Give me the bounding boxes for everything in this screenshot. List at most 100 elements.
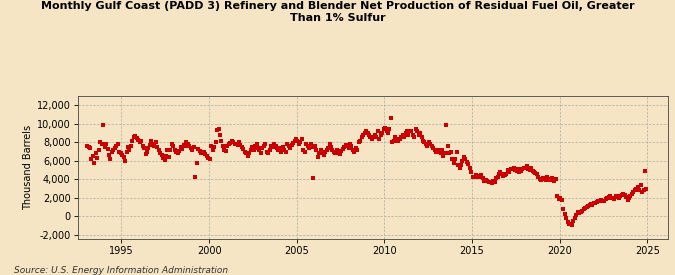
Point xyxy=(612,195,622,199)
Point xyxy=(168,144,179,148)
Point xyxy=(535,177,545,182)
Point xyxy=(320,149,331,154)
Point xyxy=(367,136,377,141)
Point xyxy=(289,138,300,143)
Point xyxy=(388,138,399,143)
Point xyxy=(536,178,547,182)
Point xyxy=(634,188,645,192)
Point xyxy=(89,161,100,165)
Point xyxy=(527,169,538,173)
Point xyxy=(270,144,281,148)
Point xyxy=(489,180,500,184)
Point xyxy=(140,152,151,156)
Point xyxy=(159,158,170,162)
Point xyxy=(390,135,401,139)
Point xyxy=(334,152,345,156)
Point xyxy=(419,140,430,145)
Point xyxy=(577,208,588,213)
Point xyxy=(637,190,647,194)
Point xyxy=(468,175,479,180)
Point xyxy=(158,156,169,160)
Point xyxy=(429,148,440,152)
Point xyxy=(343,146,354,150)
Point xyxy=(635,183,646,187)
Point xyxy=(477,176,488,181)
Point xyxy=(558,207,568,211)
Point xyxy=(146,139,157,144)
Point xyxy=(482,179,493,183)
Point xyxy=(308,176,319,181)
Point xyxy=(547,177,558,182)
Point xyxy=(432,148,443,152)
Point xyxy=(113,142,124,146)
Point xyxy=(400,131,411,135)
Point xyxy=(244,151,254,156)
Point xyxy=(132,136,142,140)
Point xyxy=(273,148,284,152)
Point xyxy=(240,149,250,154)
Point xyxy=(225,141,236,145)
Point xyxy=(619,193,630,197)
Point xyxy=(138,146,149,150)
Point xyxy=(331,148,342,152)
Point xyxy=(403,133,414,137)
Point xyxy=(512,167,523,171)
Point xyxy=(259,144,269,148)
Point xyxy=(379,125,390,130)
Point xyxy=(245,148,256,152)
Point xyxy=(171,149,182,154)
Point xyxy=(231,142,242,146)
Point xyxy=(121,149,132,154)
Point xyxy=(609,196,620,201)
Point xyxy=(497,172,508,176)
Point xyxy=(176,145,186,149)
Point xyxy=(306,145,317,149)
Point xyxy=(232,143,243,147)
Point xyxy=(531,172,542,176)
Point xyxy=(387,140,398,145)
Point xyxy=(137,144,148,148)
Point xyxy=(279,148,290,152)
Point xyxy=(191,161,202,165)
Point xyxy=(596,197,607,202)
Point xyxy=(378,127,389,132)
Point xyxy=(302,144,313,148)
Point xyxy=(394,136,405,141)
Point xyxy=(464,166,475,170)
Point xyxy=(254,148,265,152)
Point xyxy=(529,170,539,174)
Point xyxy=(418,138,429,143)
Point xyxy=(562,219,573,224)
Point xyxy=(99,145,110,149)
Point xyxy=(119,159,130,163)
Point xyxy=(184,144,195,148)
Point xyxy=(330,151,341,156)
Point xyxy=(210,140,221,145)
Point xyxy=(578,207,589,211)
Point xyxy=(82,144,92,148)
Point xyxy=(161,154,171,158)
Point xyxy=(219,148,230,152)
Point xyxy=(616,193,627,197)
Point xyxy=(216,138,227,143)
Point xyxy=(223,142,234,146)
Point xyxy=(618,192,628,196)
Point xyxy=(310,144,321,148)
Point xyxy=(323,146,333,150)
Point xyxy=(475,175,485,180)
Point xyxy=(537,176,548,181)
Point xyxy=(324,142,335,146)
Point xyxy=(247,145,258,149)
Point xyxy=(587,203,598,207)
Point xyxy=(571,213,582,218)
Point xyxy=(412,129,423,133)
Point xyxy=(128,135,139,139)
Point xyxy=(427,144,437,148)
Point xyxy=(560,212,570,216)
Point xyxy=(134,140,145,145)
Point xyxy=(514,170,525,174)
Point xyxy=(615,194,626,198)
Point xyxy=(201,154,212,158)
Point xyxy=(209,145,219,149)
Point xyxy=(263,151,273,156)
